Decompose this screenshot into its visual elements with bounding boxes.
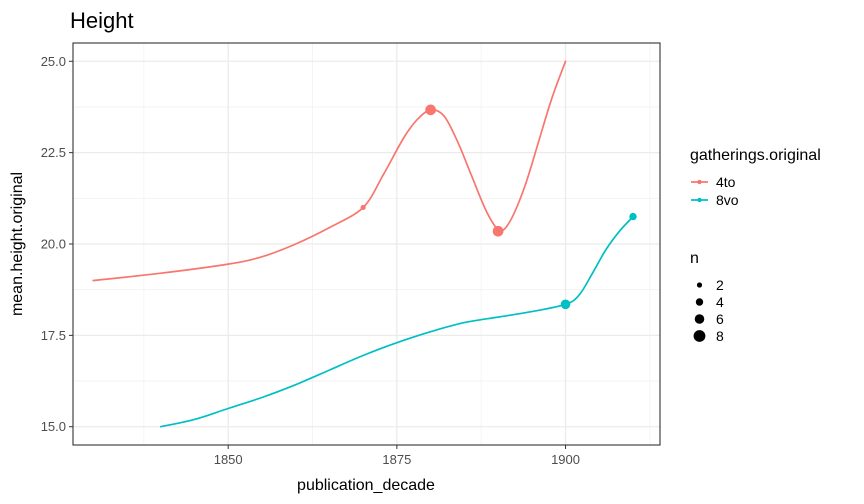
series-points <box>360 104 637 310</box>
x-tick-label: 1900 <box>551 452 580 467</box>
data-point-4to <box>360 204 366 211</box>
data-point-8vo <box>560 299 571 310</box>
legend-size-point <box>694 314 705 324</box>
legend-size-point <box>693 330 706 342</box>
x-tick-label: 1850 <box>214 452 243 467</box>
legend-label-8vo: 8vo <box>716 192 739 208</box>
y-tick-label: 20.0 <box>41 237 66 252</box>
data-point-4to <box>492 225 504 237</box>
data-point-8vo <box>629 212 637 221</box>
chart-title: Height <box>70 8 134 33</box>
x-tick-label: 1875 <box>382 452 411 467</box>
y-tick-label: 25.0 <box>41 54 66 69</box>
legend-key-point-4to <box>697 179 702 185</box>
legend-key-point-8vo <box>697 197 702 203</box>
series-line-8vo <box>159 215 634 428</box>
legend-color: gatherings.original 4to 8vo <box>690 147 821 208</box>
data-point-4to <box>425 104 436 116</box>
legend-size-label: 4 <box>716 294 724 310</box>
y-tick-label: 17.5 <box>41 328 66 343</box>
y-axis-title: mean.height.original <box>9 172 26 316</box>
x-axis-title: publication_decade <box>297 477 435 494</box>
legend-size-label: 6 <box>716 311 724 327</box>
grid-major <box>73 43 660 445</box>
legend-label-4to: 4to <box>716 174 736 190</box>
y-tick-label: 22.5 <box>41 145 66 160</box>
legend-color-title: gatherings.original <box>690 147 821 164</box>
legend-size-label: 2 <box>716 277 724 293</box>
x-axis: 1850 1875 1900 <box>214 445 580 467</box>
legend-size-label: 8 <box>716 328 724 344</box>
y-axis: 15.0 17.5 20.0 22.5 25.0 <box>41 54 73 434</box>
y-tick-label: 15.0 <box>41 419 66 434</box>
legend-size-title: n <box>690 250 699 267</box>
legend-size-point <box>695 298 704 306</box>
legend-size-point <box>696 282 703 288</box>
